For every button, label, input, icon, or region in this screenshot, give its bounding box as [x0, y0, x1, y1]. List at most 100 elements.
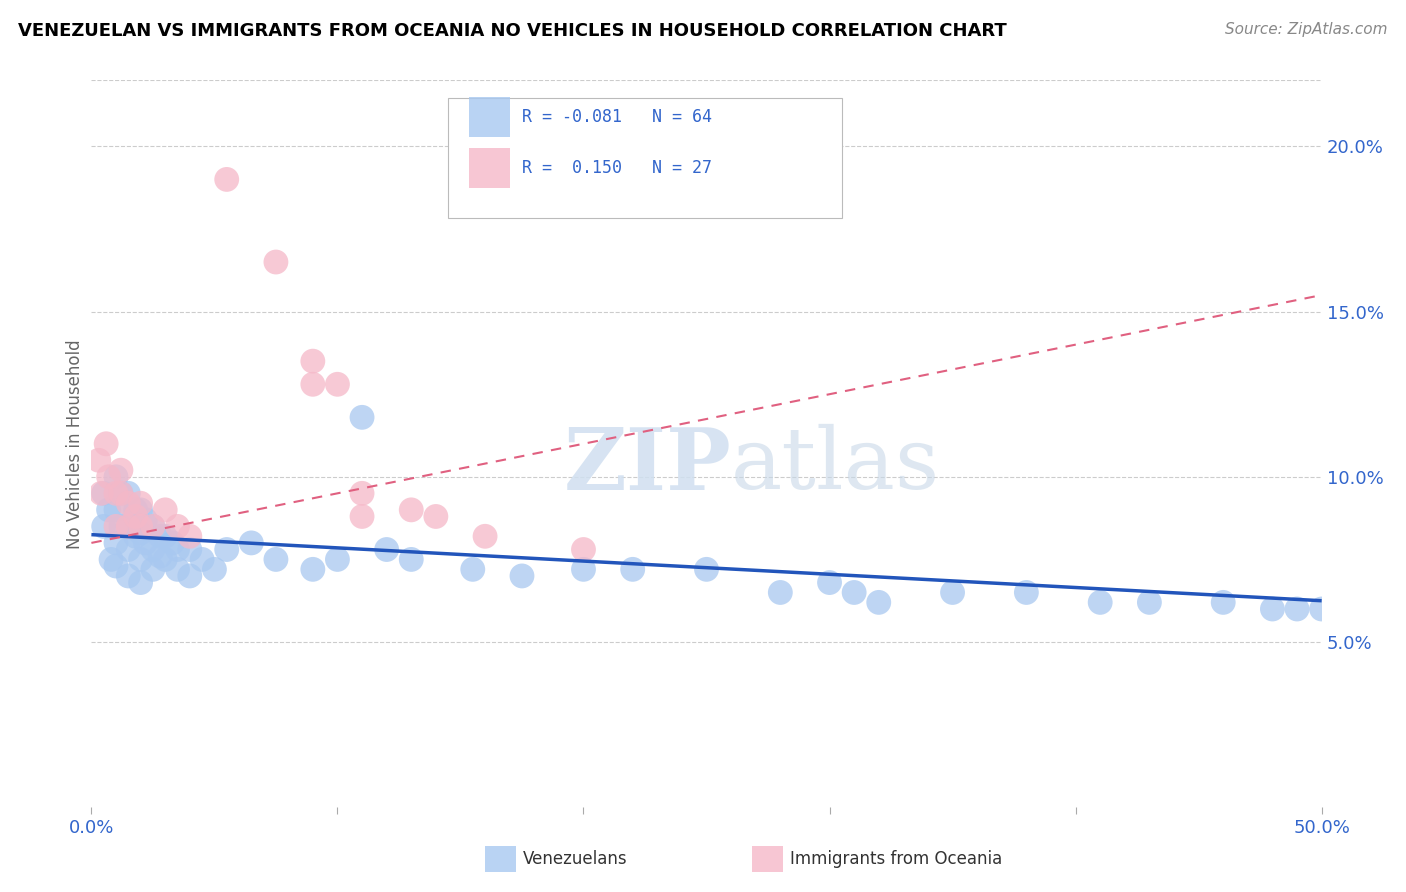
- Point: [129, 503, 152, 517]
- Text: atlas: atlas: [731, 424, 941, 508]
- Point: [474, 529, 496, 543]
- Point: [179, 542, 201, 557]
- Point: [399, 503, 422, 517]
- Point: [572, 542, 595, 557]
- Point: [264, 552, 287, 566]
- Point: [153, 552, 177, 566]
- Point: [135, 513, 156, 527]
- Point: [240, 536, 263, 550]
- Point: [93, 486, 115, 500]
- Point: [572, 562, 595, 576]
- Point: [166, 542, 188, 557]
- Point: [842, 585, 865, 599]
- Point: [695, 562, 717, 576]
- Point: [162, 536, 184, 550]
- Point: [129, 552, 152, 566]
- Point: [142, 562, 165, 576]
- Point: [96, 437, 117, 451]
- Point: [179, 529, 201, 543]
- Point: [90, 486, 112, 500]
- Point: [818, 575, 841, 590]
- Point: [129, 519, 152, 533]
- Point: [117, 519, 139, 533]
- FancyBboxPatch shape: [449, 98, 842, 219]
- Point: [117, 496, 139, 510]
- Point: [105, 519, 127, 533]
- Text: Venezuelans: Venezuelans: [523, 850, 627, 868]
- Point: [1285, 602, 1308, 616]
- Point: [124, 529, 146, 543]
- Point: [124, 509, 146, 524]
- Point: [117, 569, 139, 583]
- Point: [1212, 595, 1234, 609]
- Point: [264, 255, 287, 269]
- Point: [117, 542, 139, 557]
- Point: [124, 503, 146, 517]
- Point: [461, 562, 484, 576]
- Point: [105, 503, 127, 517]
- Point: [326, 377, 349, 392]
- Point: [425, 509, 447, 524]
- Point: [1139, 595, 1161, 609]
- Y-axis label: No Vehicles in Household: No Vehicles in Household: [66, 339, 84, 549]
- Point: [87, 453, 110, 467]
- Point: [129, 496, 152, 510]
- Point: [93, 519, 115, 533]
- Point: [941, 585, 963, 599]
- Point: [105, 486, 127, 500]
- Point: [149, 529, 172, 543]
- Point: [352, 509, 374, 524]
- Point: [97, 503, 120, 517]
- Point: [1310, 602, 1333, 616]
- Text: R =  0.150   N = 27: R = 0.150 N = 27: [522, 159, 711, 177]
- Point: [868, 595, 890, 609]
- Point: [301, 562, 323, 576]
- Point: [301, 377, 323, 392]
- Point: [149, 549, 172, 563]
- Point: [110, 486, 132, 500]
- Text: VENEZUELAN VS IMMIGRANTS FROM OCEANIA NO VEHICLES IN HOUSEHOLD CORRELATION CHART: VENEZUELAN VS IMMIGRANTS FROM OCEANIA NO…: [18, 22, 1007, 40]
- Point: [105, 470, 127, 484]
- Text: Immigrants from Oceania: Immigrants from Oceania: [790, 850, 1002, 868]
- Text: ZIP: ZIP: [564, 424, 731, 508]
- Point: [142, 519, 165, 533]
- Point: [110, 519, 132, 533]
- Point: [153, 529, 177, 543]
- Point: [769, 585, 792, 599]
- Text: R = -0.081   N = 64: R = -0.081 N = 64: [522, 108, 711, 126]
- Point: [153, 503, 177, 517]
- Point: [142, 542, 165, 557]
- Point: [129, 575, 152, 590]
- Point: [166, 562, 188, 576]
- Point: [100, 552, 122, 566]
- Point: [110, 486, 132, 500]
- Point: [1015, 585, 1038, 599]
- Point: [117, 519, 139, 533]
- Point: [215, 172, 238, 186]
- Point: [352, 410, 374, 425]
- Point: [352, 486, 374, 500]
- Point: [129, 526, 152, 541]
- Point: [166, 519, 188, 533]
- Point: [375, 542, 398, 557]
- Point: [110, 463, 132, 477]
- Point: [135, 536, 156, 550]
- Point: [105, 536, 127, 550]
- Point: [179, 569, 201, 583]
- Point: [191, 552, 214, 566]
- Point: [215, 542, 238, 557]
- Point: [1088, 595, 1111, 609]
- Point: [621, 562, 644, 576]
- Point: [202, 562, 225, 576]
- Point: [399, 552, 422, 566]
- Point: [301, 354, 323, 368]
- Point: [510, 569, 533, 583]
- FancyBboxPatch shape: [470, 148, 509, 188]
- Point: [117, 486, 139, 500]
- Point: [97, 470, 120, 484]
- FancyBboxPatch shape: [470, 97, 509, 137]
- Text: Source: ZipAtlas.com: Source: ZipAtlas.com: [1225, 22, 1388, 37]
- Point: [326, 552, 349, 566]
- Point: [105, 559, 127, 574]
- Point: [1261, 602, 1284, 616]
